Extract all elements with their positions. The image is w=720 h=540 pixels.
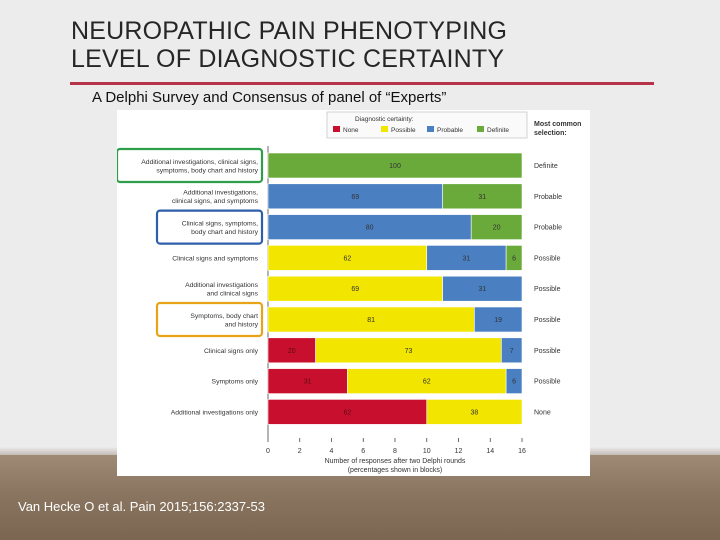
category-label: clinical signs, and symptoms <box>172 198 259 205</box>
category-label: body chart and history <box>191 229 258 236</box>
x-tick-label: 14 <box>486 448 494 455</box>
legend-label-none: None <box>343 127 359 134</box>
title-underline <box>70 82 654 85</box>
most-common-value: Possible <box>534 379 561 386</box>
stacked-bar-chart: Diagnostic certainty: None Possible Probabl… <box>115 111 581 474</box>
legend-swatch-possible <box>381 126 388 132</box>
title-line-1: NEUROPATHIC PAIN PHENOTYPING <box>71 17 508 45</box>
bar-segment-possible <box>347 368 507 394</box>
bar-segment-definite <box>267 152 523 179</box>
category-label: and history <box>225 321 259 328</box>
bar-percent-label: 80 <box>366 225 374 232</box>
bar-segment-probable <box>474 306 523 333</box>
bar-percent-label: 38 <box>470 409 478 416</box>
bar-segment-possible <box>315 337 502 364</box>
bar-segment-none <box>267 368 348 394</box>
most-common-value: Definite <box>534 163 558 170</box>
most-common-value: Possible <box>534 255 561 262</box>
legend-swatch-none <box>333 126 340 132</box>
bar-percent-label: 31 <box>478 194 486 201</box>
bar-segment-probable <box>505 368 523 394</box>
bar-segment-definite <box>505 245 523 271</box>
legend-swatch-probable <box>427 126 434 132</box>
x-tick-label: 12 <box>455 448 463 455</box>
most-common-header: selection: <box>534 130 567 137</box>
x-axis-label: Number of responses after two Delphi rou… <box>325 458 466 465</box>
bar-segment-definite <box>470 214 523 240</box>
legend-swatch-definite <box>477 126 484 132</box>
bar-segment-none <box>267 337 316 364</box>
category-highlight-frame <box>155 301 264 338</box>
bar-percent-label: 19 <box>494 317 502 324</box>
bar-percent-label: 31 <box>478 286 486 293</box>
x-tick-label: 16 <box>518 448 526 455</box>
slide-title: NEUROPATHIC PAIN PHENOTYPING LEVEL OF DI… <box>71 17 507 73</box>
category-label: symptoms, body chart and history <box>156 167 258 174</box>
bar-percent-label: 31 <box>463 255 471 262</box>
chart-panel: Diagnostic certainty: None Possible Probabl… <box>115 110 590 476</box>
citation: Van Hecke O et al. Pain 2015;156:2337-53 <box>18 499 265 514</box>
x-tick-label: 2 <box>298 448 302 455</box>
bar-segment-probable <box>267 214 472 240</box>
bar-percent-label: 69 <box>351 194 359 201</box>
bar-percent-label: 62 <box>423 379 431 386</box>
category-label: Clinical signs only <box>204 348 259 355</box>
category-label: Symptoms only <box>212 379 259 386</box>
most-common-value: Probable <box>534 194 562 201</box>
category-label: Additional investigations, clinical sign… <box>141 159 258 166</box>
x-axis-label: (percentages shown in blocks) <box>348 467 443 474</box>
bar-segment-possible <box>267 306 475 333</box>
bar-percent-label: 62 <box>343 409 351 416</box>
bar-percent-label: 62 <box>343 255 351 262</box>
legend-title: Diagnostic certainty: <box>355 116 414 123</box>
bar-percent-label: 20 <box>288 348 296 355</box>
most-common-value: Possible <box>534 317 561 324</box>
bar-percent-label: 6 <box>512 255 516 262</box>
bar-segment-probable <box>267 183 443 210</box>
bar-segment-definite <box>442 183 523 210</box>
x-tick-label: 8 <box>393 448 397 455</box>
bar-percent-label: 7 <box>510 348 514 355</box>
most-common-header: Most common <box>534 121 581 128</box>
bar-percent-label: 73 <box>405 348 413 355</box>
bar-segment-none <box>267 399 428 425</box>
most-common-value: Possible <box>534 348 561 355</box>
category-label: Symptoms, body chart <box>190 313 258 320</box>
x-tick-label: 6 <box>361 448 365 455</box>
legend-box <box>326 111 528 139</box>
most-common-value: Probable <box>534 225 562 232</box>
bar-percent-label: 69 <box>351 286 359 293</box>
category-label: Clinical signs and symptoms <box>172 255 258 262</box>
x-tick-label: 0 <box>266 448 270 455</box>
bar-segment-possible <box>267 275 443 302</box>
legend-label-probable: Probable <box>437 127 463 134</box>
bar-percent-label: 81 <box>367 317 375 324</box>
x-tick-label: 10 <box>423 448 431 455</box>
slide-subtitle: A Delphi Survey and Consensus of panel o… <box>92 89 447 106</box>
bar-segment-probable <box>501 337 523 364</box>
x-tick-label: 4 <box>330 448 334 455</box>
bar-percent-label: 100 <box>389 163 401 170</box>
category-label: and clinical signs <box>207 290 259 297</box>
bar-percent-label: 6 <box>512 379 516 386</box>
bar-percent-label: 20 <box>493 225 501 232</box>
bar-percent-label: 31 <box>304 379 312 386</box>
most-common-value: Possible <box>534 286 561 293</box>
category-highlight-frame <box>155 209 264 245</box>
legend-label-definite: Definite <box>487 127 509 134</box>
category-label: Clinical signs, symptoms, <box>182 220 258 227</box>
title-line-2: LEVEL OF DIAGNOSTIC CERTAINTY <box>71 45 505 73</box>
most-common-value: None <box>534 409 551 416</box>
bar-segment-possible <box>426 399 523 425</box>
bar-segment-probable <box>442 275 523 302</box>
category-label: Additional investigations only <box>171 409 259 416</box>
category-highlight-frame <box>115 147 264 184</box>
category-label: Additional investigations, <box>183 190 258 197</box>
legend-label-possible: Possible <box>391 127 416 134</box>
category-label: Additional investigations <box>185 282 259 289</box>
